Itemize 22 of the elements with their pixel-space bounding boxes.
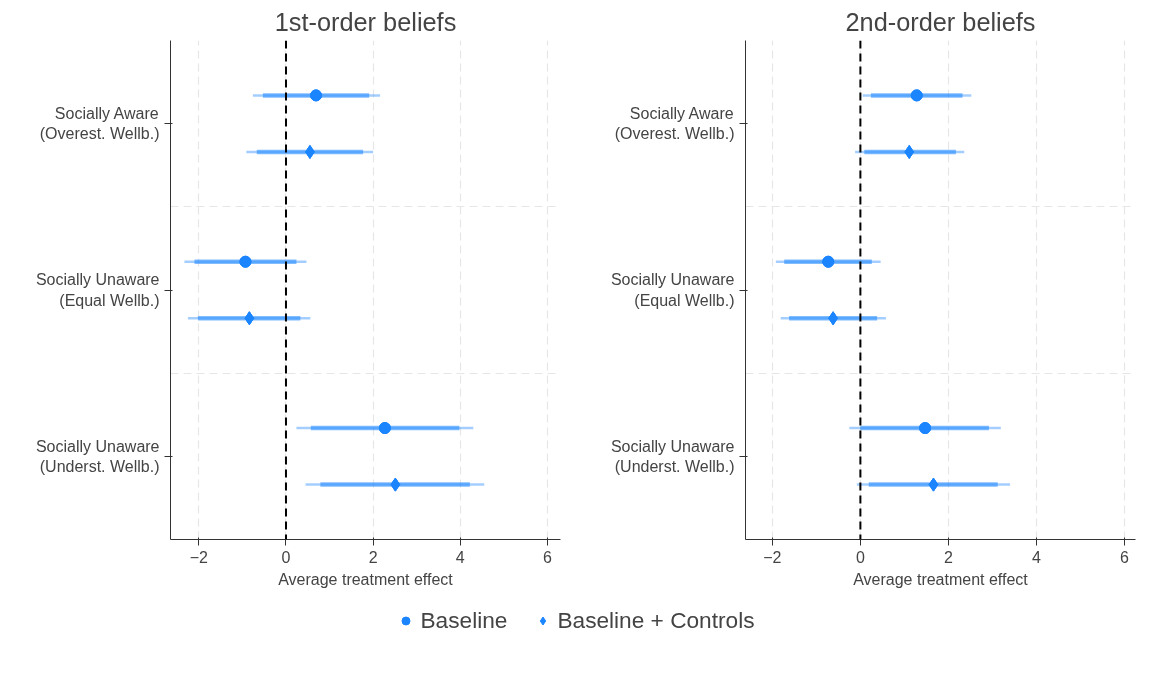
chart-title: 2nd-order beliefs	[845, 7, 1036, 36]
x-tick-label: 4	[1032, 548, 1042, 566]
x-tick-label: 6	[542, 548, 552, 566]
y-tick-label: Socially Aware (Overest. Wellb.)	[614, 104, 735, 143]
y-tick-label: Socially Unaware (Equal Wellb.)	[35, 271, 160, 309]
x-tick-label: 6	[1120, 548, 1130, 566]
x-tick-label: 2	[368, 548, 378, 566]
legend-label: Baseline + Controls	[557, 606, 755, 634]
y-tick-label: Socially Aware (Overest. Wellb.)	[39, 104, 160, 143]
x-axis-title: Average treatment effect	[853, 570, 1029, 588]
y-tick-label: Socially Unaware (Underst. Wellb.)	[35, 437, 160, 476]
x-tick-label: −2	[189, 548, 209, 566]
x-tick-label: 0	[855, 548, 865, 566]
y-tick-label: Socially Unaware (Equal Wellb.)	[610, 271, 735, 309]
x-axis-title: Average treatment effect	[278, 570, 454, 588]
x-tick-label: 2	[943, 548, 953, 566]
x-tick-label: 4	[455, 548, 465, 566]
y-tick-label: Socially Unaware (Underst. Wellb.)	[610, 437, 735, 476]
chart-title: 1st-order beliefs	[274, 7, 457, 36]
x-tick-label: −2	[763, 548, 782, 566]
x-tick-label: 0	[281, 548, 291, 566]
legend-label: Baseline	[420, 606, 508, 634]
